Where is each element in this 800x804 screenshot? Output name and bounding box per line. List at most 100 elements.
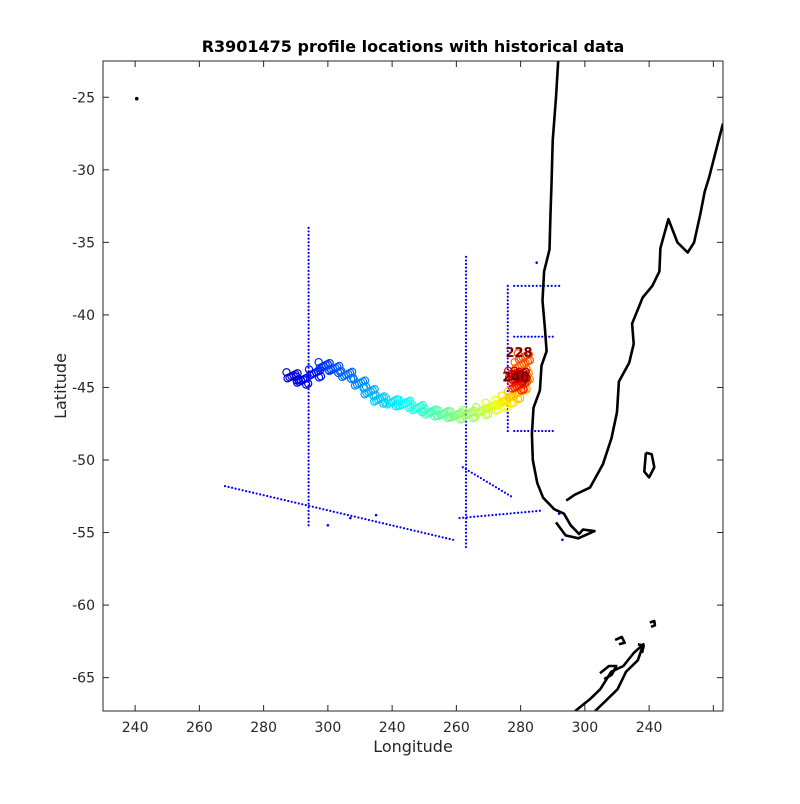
float-profile-marker bbox=[498, 397, 507, 406]
historical-data-point bbox=[259, 493, 262, 496]
historical-data-point bbox=[464, 399, 468, 402]
historical-data-point bbox=[307, 230, 310, 233]
historical-data-point bbox=[223, 485, 227, 488]
historical-data-point bbox=[461, 466, 464, 469]
historical-data-point bbox=[402, 527, 406, 530]
historical-data-point bbox=[524, 284, 527, 287]
float-profile-marker bbox=[382, 400, 392, 409]
historical-data-point bbox=[307, 266, 310, 269]
historical-data-point bbox=[505, 512, 509, 515]
historical-data-point bbox=[307, 348, 310, 351]
historical-data-point bbox=[506, 292, 509, 295]
historical-data-point bbox=[307, 237, 310, 240]
historical-data-point bbox=[551, 335, 554, 338]
historical-data-point bbox=[506, 288, 509, 291]
y-axis-ticks: -25 -30 -35 -40 -45 -50 -55 -60 -65 bbox=[72, 90, 723, 687]
historical-data-point bbox=[516, 284, 520, 287]
historical-data-point bbox=[301, 503, 304, 506]
historical-data-point bbox=[534, 429, 537, 433]
coastline bbox=[574, 643, 645, 711]
historical-data-point bbox=[406, 527, 409, 531]
historical-data-point bbox=[307, 337, 310, 341]
historical-data-point bbox=[464, 463, 468, 466]
y-tick-label: -55 bbox=[72, 526, 95, 542]
historical-data-point bbox=[534, 335, 537, 338]
historical-data-point bbox=[307, 513, 310, 516]
historical-data-point bbox=[311, 505, 314, 508]
float-profile-marker bbox=[481, 410, 491, 420]
x-tick-label: 280 bbox=[507, 720, 534, 736]
historical-data-point bbox=[520, 335, 523, 338]
historical-data-point bbox=[527, 429, 530, 433]
historical-data-point bbox=[307, 524, 310, 527]
historical-data-point bbox=[465, 516, 468, 519]
historical-data-point bbox=[307, 502, 310, 505]
historical-data-point bbox=[541, 429, 544, 433]
float-profile-marker bbox=[395, 401, 405, 411]
historical-data-point bbox=[304, 504, 307, 507]
historical-data-point bbox=[488, 482, 491, 485]
historical-data-point bbox=[248, 490, 251, 493]
coastline bbox=[614, 635, 626, 646]
historical-data-point bbox=[528, 284, 531, 287]
historical-data-point bbox=[506, 350, 509, 353]
float-profile-marker bbox=[421, 410, 430, 419]
historical-data-point bbox=[506, 364, 509, 367]
historical-data-point bbox=[350, 514, 353, 517]
historical-data-point bbox=[329, 509, 332, 512]
historical-data-point bbox=[307, 334, 310, 337]
historical-data-point bbox=[506, 331, 509, 335]
historical-data-point bbox=[245, 489, 248, 493]
historical-data-point bbox=[374, 520, 378, 523]
historical-data-point bbox=[307, 452, 310, 455]
historical-data-point bbox=[307, 276, 310, 280]
x-axis-label: Longitude bbox=[373, 737, 453, 756]
historical-data-point bbox=[307, 309, 310, 312]
historical-data-point bbox=[307, 398, 310, 401]
float-profile-marker bbox=[482, 404, 491, 413]
historical-data-point bbox=[464, 338, 468, 341]
historical-data-point bbox=[307, 438, 310, 441]
historical-data-point bbox=[509, 495, 513, 498]
historical-data-point bbox=[476, 475, 479, 478]
historical-data-point bbox=[464, 431, 468, 434]
historical-data-point bbox=[273, 496, 276, 499]
historical-data-point bbox=[506, 353, 509, 356]
historical-data-point bbox=[506, 418, 509, 422]
historical-data-point bbox=[416, 530, 420, 533]
float-profile-marker bbox=[523, 357, 533, 366]
historical-data-point bbox=[464, 255, 468, 258]
historical-data-point bbox=[307, 259, 310, 262]
historical-data-point bbox=[497, 487, 501, 491]
historical-data-point bbox=[464, 327, 468, 330]
historical-data-point bbox=[307, 441, 310, 444]
historical-data-point bbox=[530, 335, 533, 338]
historical-data-point bbox=[307, 330, 310, 333]
historical-data-point bbox=[252, 491, 255, 494]
historical-data-point bbox=[307, 434, 310, 437]
historical-data-point bbox=[464, 266, 468, 269]
historical-data-point bbox=[371, 519, 374, 522]
historical-data-point bbox=[527, 510, 531, 513]
historical-data-point bbox=[307, 445, 310, 448]
x-tick-label: 260 bbox=[186, 720, 213, 736]
historical-data-point bbox=[464, 535, 468, 538]
historical-data-point bbox=[506, 342, 509, 346]
historical-data-point bbox=[307, 226, 310, 229]
historical-data-point bbox=[464, 348, 468, 352]
historical-data-point bbox=[506, 324, 509, 327]
historical-data-point bbox=[506, 335, 509, 338]
historical-data-point bbox=[464, 295, 468, 298]
float-profile-marker bbox=[504, 392, 514, 402]
chart-title: R3901475 profile locations with historic… bbox=[202, 37, 625, 56]
historical-data-point bbox=[464, 363, 468, 366]
historical-data-point bbox=[464, 305, 468, 309]
float-profile-marker bbox=[360, 390, 369, 399]
historical-data-point bbox=[551, 429, 554, 433]
historical-data-point bbox=[561, 538, 564, 542]
historical-data-point bbox=[464, 528, 468, 531]
historical-data-point bbox=[290, 500, 293, 503]
historical-data-point bbox=[134, 96, 139, 101]
historical-data-point bbox=[307, 466, 310, 470]
